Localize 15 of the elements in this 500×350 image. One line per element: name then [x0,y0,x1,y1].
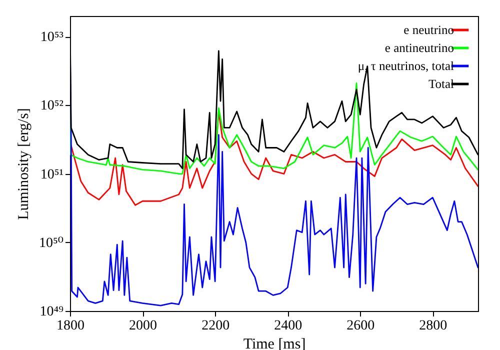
x-tick-label: 2600 [346,318,375,334]
y-tick-label: 10⁵⁰ [39,236,64,251]
y-tick-label: 10⁵¹ [40,167,64,182]
x-tick-label: 2000 [129,318,158,334]
y-axis-title: Luminosity [erg/s] [16,108,32,220]
y-tick-label: 10⁴⁹ [40,304,64,320]
x-tick-label: 1800 [56,318,84,334]
x-tick-label: 2200 [202,318,230,334]
legend-label: Total [428,77,455,91]
y-tick-label: 10⁵² [40,98,64,114]
x-tick-label: 2800 [419,318,448,334]
y-tick-label: 10⁵³ [40,30,64,46]
legend-label: e neutrino [404,23,454,37]
x-tick-label: 2400 [274,318,302,334]
legend-label: e antineutrino [384,41,454,55]
